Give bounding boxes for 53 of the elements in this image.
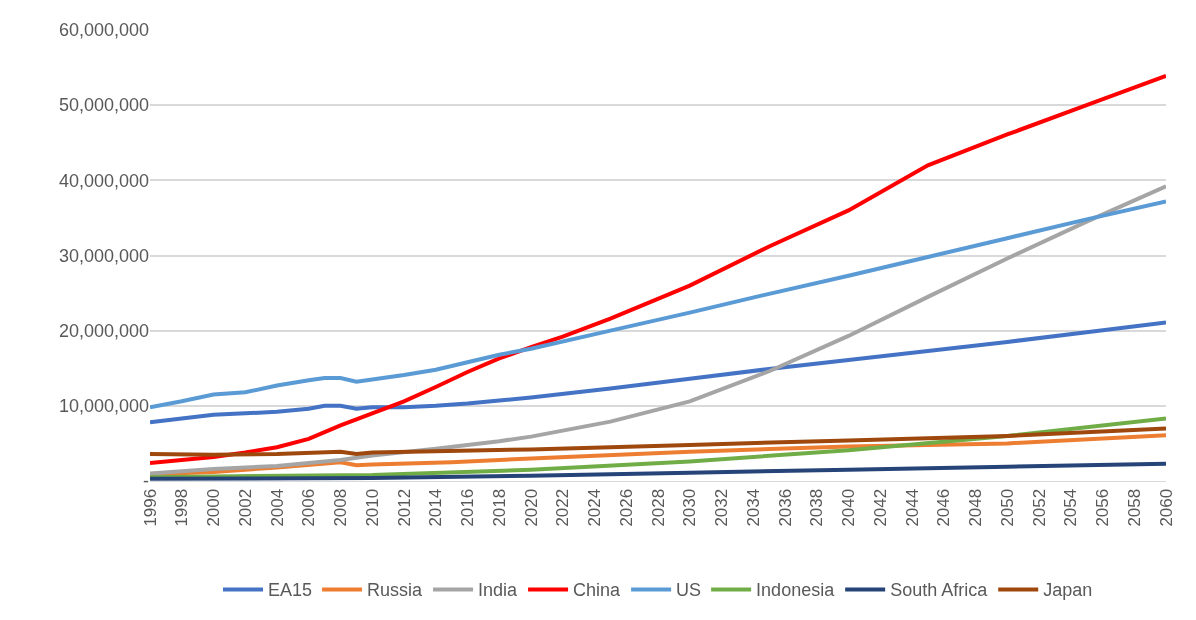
x-tick-label: 1998 xyxy=(172,488,192,527)
x-tick-label: 2004 xyxy=(267,488,287,527)
y-tick-label: 60,000,000 xyxy=(58,20,149,41)
x-tick-label: 2056 xyxy=(1093,488,1113,527)
line-series xyxy=(150,199,1166,410)
legend-label: South Africa xyxy=(890,580,989,601)
x-tick-label: 2018 xyxy=(489,488,509,527)
x-tick-label: 2014 xyxy=(426,488,446,527)
x-tick-label: 2058 xyxy=(1124,488,1144,527)
y-tick-label: 10,000,000 xyxy=(58,396,149,417)
x-tick-label: 2044 xyxy=(902,488,922,527)
x-tick-label: 2040 xyxy=(839,488,859,527)
legend-label: EA15 xyxy=(268,580,313,601)
x-tick-label: 2002 xyxy=(235,488,255,527)
x-tick-label: 2026 xyxy=(616,488,636,527)
x-tick-label: 2024 xyxy=(585,488,605,527)
x-tick-label: 2036 xyxy=(775,488,795,527)
x-tick-label: 2054 xyxy=(1061,488,1081,527)
legend-label: China xyxy=(573,580,622,601)
x-tick-label: 2016 xyxy=(458,488,478,527)
y-tick-label: 50,000,000 xyxy=(58,95,149,116)
x-tick-label: 2008 xyxy=(331,488,351,527)
x-tick-label: 2034 xyxy=(743,488,763,527)
x-tick-label: 2012 xyxy=(394,488,414,527)
x-tick-label: 2022 xyxy=(553,488,573,527)
x-tick-label: 2048 xyxy=(966,488,986,527)
x-tick-label: 2032 xyxy=(712,488,732,527)
legend-label: India xyxy=(478,580,519,601)
line-series xyxy=(150,184,1166,476)
x-tick-label: 2060 xyxy=(1156,488,1176,527)
x-tick-label: 2006 xyxy=(299,488,319,527)
x-tick-label: 2020 xyxy=(521,488,541,527)
y-tick-label: 20,000,000 xyxy=(58,320,149,341)
legend-label: US xyxy=(676,580,702,601)
x-tick-label: 2052 xyxy=(1029,488,1049,527)
legend-label: Russia xyxy=(367,580,424,601)
x-tick-label: 2028 xyxy=(648,488,668,527)
y-tick-label: 30,000,000 xyxy=(58,245,149,266)
x-tick-label: 2042 xyxy=(870,488,890,527)
y-tick-label: 40,000,000 xyxy=(58,170,149,191)
line-series xyxy=(150,461,1166,481)
x-tick-label: 1996 xyxy=(140,488,160,527)
x-tick-label: 2030 xyxy=(680,488,700,527)
x-tick-label: 2038 xyxy=(807,488,827,527)
line-series xyxy=(150,73,1166,465)
x-tick-label: 2010 xyxy=(362,488,382,527)
x-tick-label: 2046 xyxy=(934,488,954,527)
x-tick-label: 2050 xyxy=(997,488,1017,527)
line-series xyxy=(150,426,1166,457)
x-tick-label: 2000 xyxy=(204,488,224,527)
line-series xyxy=(150,320,1166,425)
legend-label: Indonesia xyxy=(756,580,836,601)
legend-label: Japan xyxy=(1043,580,1093,601)
